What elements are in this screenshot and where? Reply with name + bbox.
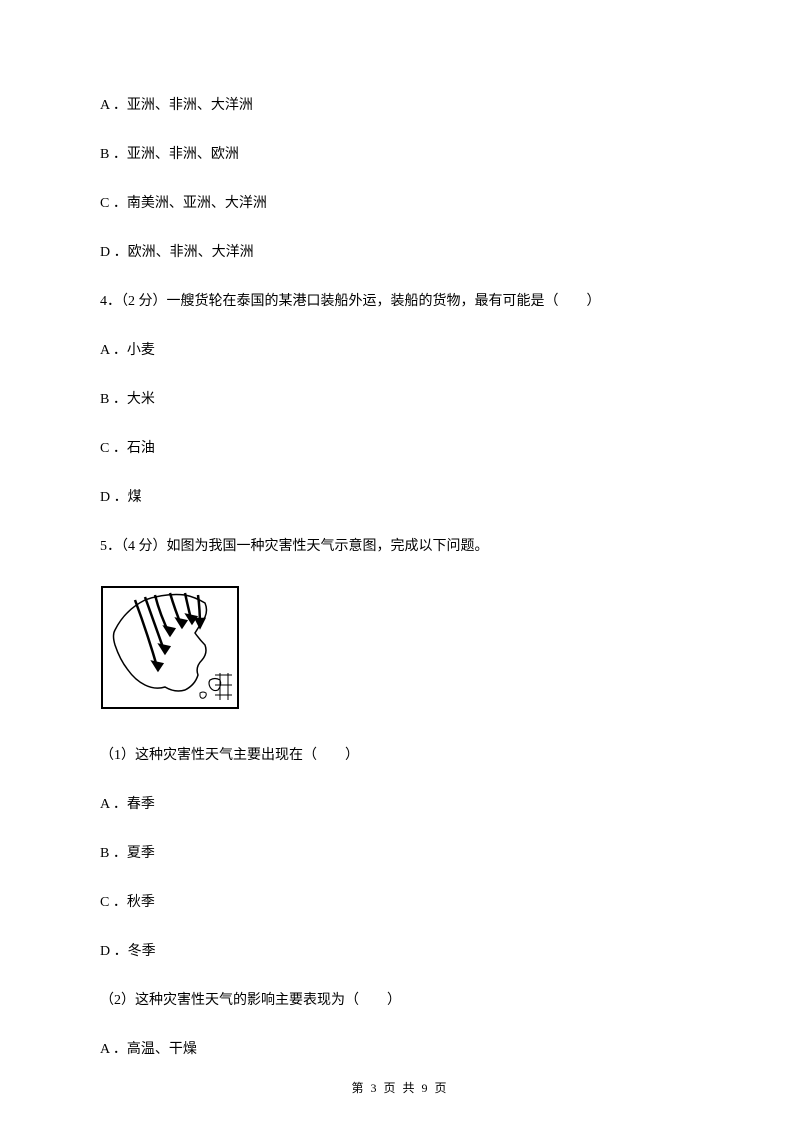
- option-b-first: B ．亚洲、非洲、欧洲: [100, 144, 700, 165]
- question-5-sub2-text: （2）这种灾害性天气的影响主要表现为（ ）: [100, 990, 700, 1011]
- option-c-first: C ．南美洲、亚洲、大洋洲: [100, 193, 700, 214]
- question-5-text: 5．（4 分）如图为我国一种灾害性天气示意图，完成以下问题。: [100, 536, 700, 557]
- question-4-option-a: A ．小麦: [100, 340, 700, 361]
- question-5-sub1-option-d: D ．冬季: [100, 941, 700, 962]
- question-5-sub1-text: （1）这种灾害性天气主要出现在（ ）: [100, 745, 700, 766]
- question-5-sub2-option-a: A ．高温、干燥: [100, 1039, 700, 1060]
- option-a-first: A ．亚洲、非洲、大洋洲: [100, 95, 700, 116]
- question-5-sub1-option-c: C ．秋季: [100, 892, 700, 913]
- question-4-option-d: D ．煤: [100, 487, 700, 508]
- question-4-text: 4．（2 分）一艘货轮在泰国的某港口装船外运，装船的货物，最有可能是（ ）: [100, 291, 700, 312]
- option-d-first: D ．欧洲、非洲、大洋洲: [100, 242, 700, 263]
- page-footer: 第 3 页 共 9 页: [0, 1079, 800, 1097]
- china-weather-map: [100, 585, 700, 717]
- question-4-option-c: C ．石油: [100, 438, 700, 459]
- question-5-sub1-option-b: B ．夏季: [100, 843, 700, 864]
- question-4-option-b: B ．大米: [100, 389, 700, 410]
- question-5-sub1-option-a: A ．春季: [100, 794, 700, 815]
